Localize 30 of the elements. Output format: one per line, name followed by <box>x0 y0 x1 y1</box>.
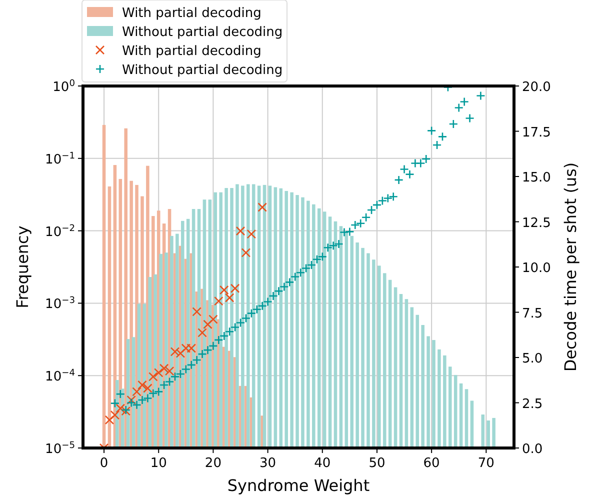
y2-tick-label: 2.5 <box>522 396 543 412</box>
x-tick-label: 50 <box>368 456 386 471</box>
y2-tick-label: 5.0 <box>522 352 543 366</box>
x-tick-label: 60 <box>423 456 440 471</box>
x-tick-label: 70 <box>478 456 494 471</box>
y-axis-title: Frequency <box>13 226 32 308</box>
y2-tick-label: 0.0 <box>522 442 543 457</box>
y2-tick-label: 7.5 <box>522 306 543 322</box>
x-axis-title: Syndrome Weight <box>227 476 370 495</box>
x-tick-label: 40 <box>314 456 331 471</box>
x-tick-label: 10 <box>150 456 167 471</box>
y-tick-label: 10$^{−3}$ <box>45 296 76 312</box>
y-tick-label: 10$^{−2}$ <box>45 224 75 240</box>
y-tick-label: 10$^{−1}$ <box>45 151 75 168</box>
legend-label: With partial decoding <box>122 44 262 59</box>
legend-label: With partial decoding <box>122 6 262 21</box>
legend-label: Without partial decoding <box>122 25 283 40</box>
y-tick-label: 10$^{0}$ <box>52 79 76 95</box>
y-tick-label: 10$^{−5}$ <box>45 441 75 457</box>
y-tick-label: 10$^{−4}$ <box>45 368 76 385</box>
x-tick-label: 30 <box>260 456 276 471</box>
y2-tick-label: 20.0 <box>522 80 551 95</box>
y2-tick-label: 15.0 <box>522 170 551 186</box>
y2-tick-label: 17.5 <box>522 125 551 140</box>
x-tick-label: 20 <box>204 456 222 471</box>
y2-axis-title: Decode time per shot (us) <box>561 162 580 372</box>
y2-tick-label: 10.0 <box>522 261 551 276</box>
legend-label: Without partial decoding <box>122 63 283 78</box>
x-tick-label: 0 <box>100 456 108 471</box>
y2-tick-label: 12.5 <box>522 216 551 231</box>
